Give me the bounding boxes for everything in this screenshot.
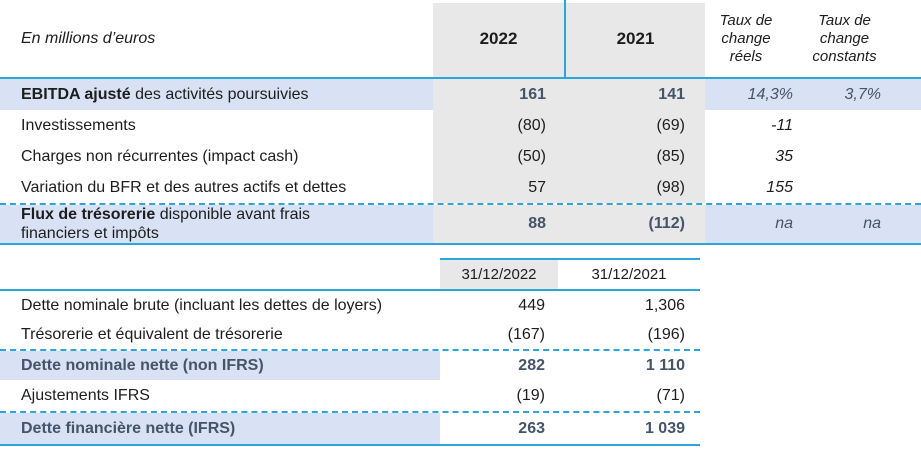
t1-row4-rate-real: na bbox=[705, 205, 810, 243]
t1-row4-rate-constant: na bbox=[810, 205, 921, 243]
t1-unit-label: En millions d’euros bbox=[0, 0, 433, 77]
t2-row2-value-2022: 282 bbox=[518, 356, 545, 374]
t2-row3-value-2022: (19) bbox=[516, 386, 545, 404]
net-debt-table: 31/12/2022 31/12/2021 Dette nominale bru… bbox=[0, 258, 700, 446]
t1-row3-rate-constant bbox=[810, 172, 921, 203]
t1-row1-label: Investissements bbox=[21, 116, 136, 134]
t1-row0-label: EBITDA ajusté des activités poursuivies bbox=[0, 79, 433, 110]
t1-header-2021-text: 2021 bbox=[616, 28, 655, 48]
t1-row3-value-2022: 57 bbox=[433, 172, 566, 203]
t2-header-empty bbox=[0, 258, 440, 289]
t1-row1-value-2022: (80) bbox=[433, 110, 566, 141]
t1-header-rate-constant: Taux de change constants bbox=[810, 0, 921, 77]
t2-row0-label: Dette nominale brute (incluant les dette… bbox=[21, 297, 383, 314]
t1-row4-value-2021: (112) bbox=[566, 205, 705, 243]
t1-row0-label-text: EBITDA ajusté des activités poursuivies bbox=[21, 86, 309, 104]
table-row-dette-brute: Dette nominale brute (incluant les dette… bbox=[0, 291, 700, 321]
t1-header-row: En millions d’euros 2022 2021 Taux de ch… bbox=[0, 0, 921, 79]
table-row-charges: Charges non récurrentes (impact cash) (5… bbox=[0, 141, 921, 172]
t1-row0-rate-constant: 3,7% bbox=[810, 79, 921, 110]
t2-row2-value-2021: 1 110 bbox=[645, 356, 685, 374]
t1-row1-rate-real: -11 bbox=[771, 116, 793, 134]
t2-row4-label: Dette financière nette (IFRS) bbox=[0, 413, 440, 444]
t2-row0-value-2022: 449 bbox=[518, 297, 545, 314]
table-row-variation-bfr: Variation du BFR et des autres actifs et… bbox=[0, 172, 921, 203]
t2-row3-label: Ajustements IFRS bbox=[21, 386, 150, 404]
t1-header-2021: 2021 bbox=[566, 0, 705, 77]
table-row-dette-financiere-nette: Dette financière nette (IFRS) 263 1 039 bbox=[0, 411, 700, 446]
t1-row0-value-2021: 141 bbox=[566, 79, 705, 110]
t1-header-rate-real-text: Taux de change réels bbox=[719, 11, 773, 65]
t2-row1-label: Trésorerie et équivalent de trésorerie bbox=[21, 326, 283, 343]
t1-row0-value-2022: 161 bbox=[433, 79, 566, 110]
t2-header-row: 31/12/2022 31/12/2021 bbox=[0, 258, 700, 291]
t2-header-2021: 31/12/2021 bbox=[558, 258, 700, 289]
t2-row4-value-2021: 1 039 bbox=[644, 419, 685, 437]
table-row-investissements: Investissements (80) (69) -11 bbox=[0, 110, 921, 141]
t1-row0-label-bold: EBITDA ajusté bbox=[21, 85, 131, 103]
t1-row3-value-2021: (98) bbox=[566, 172, 705, 203]
unit-label-text: En millions d’euros bbox=[21, 29, 156, 47]
t1-row2-rate-real: 35 bbox=[775, 147, 793, 165]
t2-row4-value-2022: 263 bbox=[518, 419, 545, 437]
t1-row0-rate-real: 14,3% bbox=[705, 79, 810, 110]
t1-header-2022: 2022 bbox=[433, 0, 566, 77]
table-row-ajustements-ifrs: Ajustements IFRS (19) (71) bbox=[0, 380, 700, 411]
t1-row4-label-rest: disponible avant frais financiers et imp… bbox=[21, 206, 311, 242]
t1-header-2022-text: 2022 bbox=[479, 28, 518, 48]
t2-row3-value-2021: (71) bbox=[656, 386, 685, 404]
t1-row2-label: Charges non récurrentes (impact cash) bbox=[21, 147, 299, 165]
table-row-tresorerie: Trésorerie et équivalent de trésorerie (… bbox=[0, 321, 700, 349]
t2-header-2022: 31/12/2022 bbox=[440, 258, 558, 289]
t1-row2-value-2022: (50) bbox=[433, 141, 566, 172]
table-row-ebitda: EBITDA ajusté des activités poursuivies … bbox=[0, 79, 921, 110]
table-row-dette-nominale-nette: Dette nominale nette (non IFRS) 282 1 11… bbox=[0, 349, 700, 380]
t1-row4-value-2022: 88 bbox=[433, 205, 566, 243]
table-row-flux-tresorerie: Flux de trésorerie disponible avant frai… bbox=[0, 203, 921, 245]
t1-header-rate-real: Taux de change réels bbox=[705, 0, 810, 77]
t1-row3-rate-real: 155 bbox=[766, 178, 793, 196]
t2-row1-value-2022: (167) bbox=[507, 326, 545, 343]
t1-row2-rate-constant bbox=[810, 141, 921, 172]
cash-flow-table: En millions d’euros 2022 2021 Taux de ch… bbox=[0, 0, 921, 245]
t1-row0-label-rest: des activités poursuivies bbox=[130, 85, 309, 103]
t2-row1-value-2021: (196) bbox=[647, 326, 685, 343]
t1-row4-label: Flux de trésorerie disponible avant frai… bbox=[0, 205, 433, 243]
t1-row2-value-2021: (85) bbox=[566, 141, 705, 172]
t1-row1-value-2021: (69) bbox=[566, 110, 705, 141]
t2-row0-value-2021: 1,306 bbox=[644, 297, 685, 314]
t1-row4-label-bold: Flux de trésorerie bbox=[21, 206, 156, 223]
t1-row4-label-text: Flux de trésorerie disponible avant frai… bbox=[21, 205, 359, 243]
t1-header-rate-constant-text: Taux de change constants bbox=[812, 11, 877, 65]
t1-row3-label: Variation du BFR et des autres actifs et… bbox=[21, 178, 347, 196]
t2-row2-label: Dette nominale nette (non IFRS) bbox=[0, 351, 440, 380]
t1-row1-rate-constant bbox=[810, 110, 921, 141]
